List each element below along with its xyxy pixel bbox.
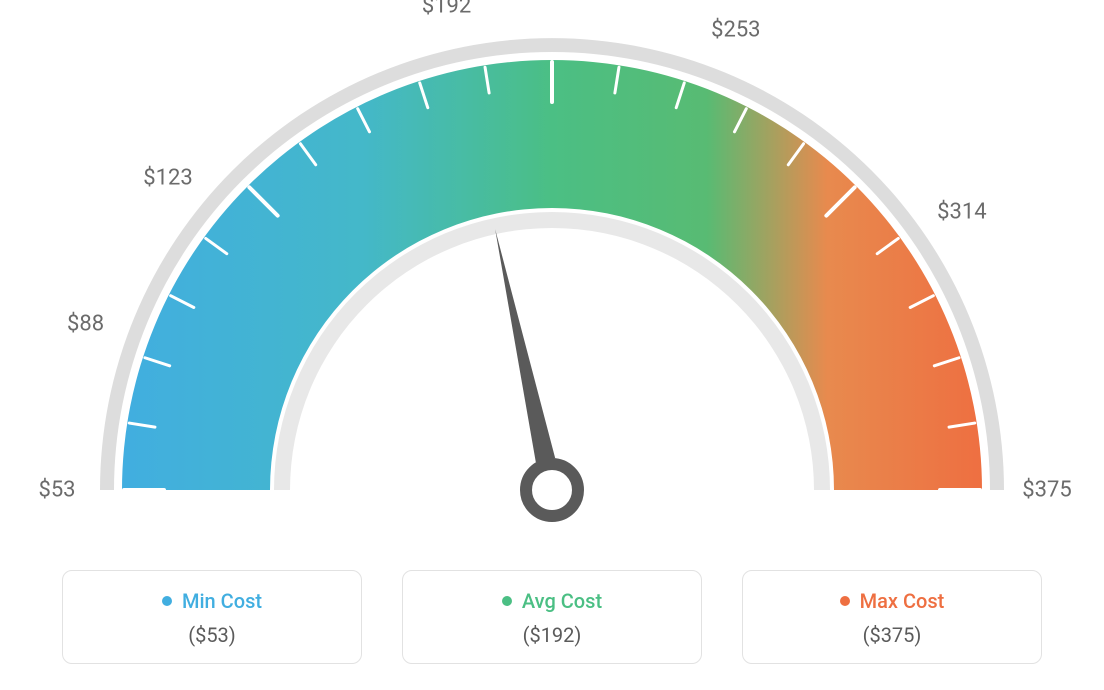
legend-dot-min (162, 596, 172, 606)
scale-label: $192 (422, 0, 471, 19)
legend-dot-max (840, 596, 850, 606)
legend-row: Min Cost ($53) Avg Cost ($192) Max Cost … (0, 570, 1104, 664)
scale-label: $88 (67, 312, 104, 337)
legend-card-max: Max Cost ($375) (742, 570, 1042, 664)
legend-card-min: Min Cost ($53) (62, 570, 362, 664)
legend-label-avg: Avg Cost (522, 589, 602, 613)
scale-label: $53 (38, 478, 75, 503)
scale-label: $123 (143, 165, 192, 190)
legend-title-avg: Avg Cost (502, 589, 602, 613)
legend-label-max: Max Cost (860, 589, 945, 613)
legend-value-max: ($375) (753, 623, 1031, 647)
gauge-svg (0, 0, 1104, 560)
legend-label-min: Min Cost (182, 589, 262, 613)
legend-value-min: ($53) (73, 623, 351, 647)
gauge-chart: $53 $88 $123 $192 $253 $314 $375 (0, 0, 1104, 560)
legend-title-min: Min Cost (162, 589, 262, 613)
scale-label: $375 (1022, 478, 1071, 503)
legend-dot-avg (502, 596, 512, 606)
scale-label: $253 (711, 18, 760, 43)
legend-card-avg: Avg Cost ($192) (402, 570, 702, 664)
legend-title-max: Max Cost (840, 589, 945, 613)
scale-label: $314 (937, 200, 986, 225)
legend-value-avg: ($192) (413, 623, 691, 647)
